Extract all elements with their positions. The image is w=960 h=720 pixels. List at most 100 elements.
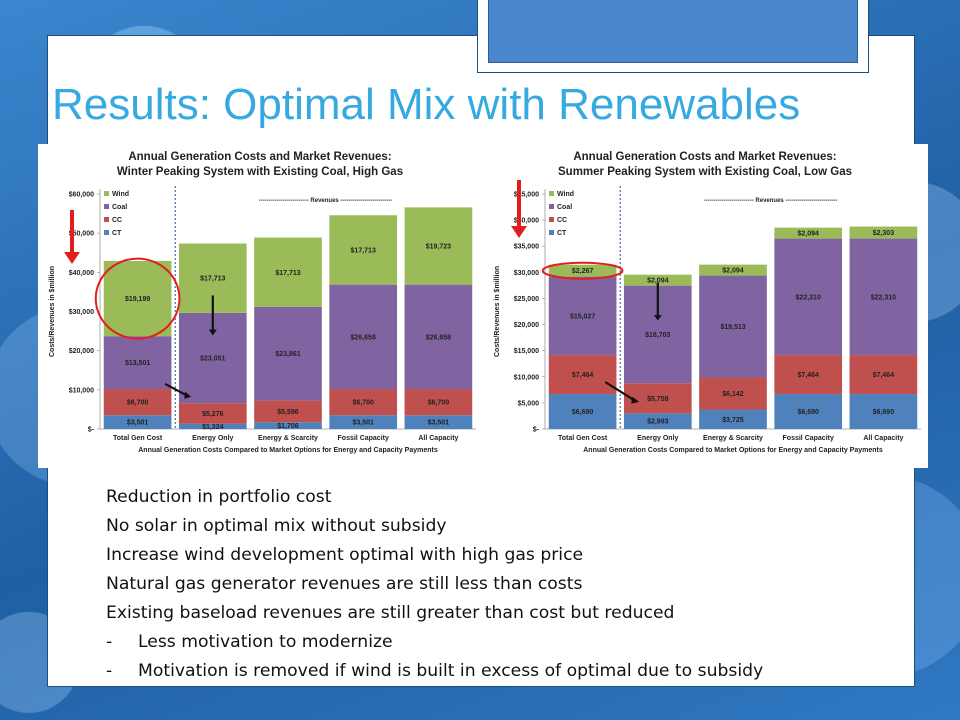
y-tick-label: $-	[533, 427, 540, 434]
data-label: $17,713	[351, 247, 376, 254]
bar-segment-coal	[404, 284, 473, 390]
y-tick-label: $60,000	[69, 192, 94, 199]
data-label: $17,713	[275, 270, 300, 277]
arrowhead	[653, 315, 662, 321]
chart-title: Annual Generation Costs and Market Reven…	[573, 151, 836, 163]
data-label: $19,199	[125, 296, 150, 303]
x-tick-label: Energy & Scarcity	[703, 435, 763, 442]
legend-swatch	[104, 230, 109, 235]
red-arrowhead	[511, 226, 527, 238]
data-label: $2,094	[797, 231, 819, 238]
diagonal-arrow	[604, 381, 636, 402]
data-label: $2,267	[572, 268, 594, 275]
bar-segment-cc	[404, 389, 473, 416]
bar-segment-cc	[699, 377, 767, 410]
arrowhead	[208, 329, 217, 336]
legend-swatch	[104, 204, 109, 209]
legend-swatch	[104, 217, 109, 222]
data-label: $23,861	[275, 351, 300, 358]
bar-segment-wind	[329, 215, 398, 285]
data-label: $6,142	[722, 391, 744, 398]
legend-swatch	[549, 217, 554, 222]
data-label: $2,303	[873, 230, 895, 237]
sub-bullet-text: Motivation is removed if wind is built i…	[138, 661, 764, 681]
highlight-circle	[94, 257, 181, 340]
legend-label: Wind	[112, 191, 129, 198]
data-label: $26,658	[426, 334, 451, 341]
bar-segment-cc	[178, 403, 247, 424]
legend-label: CT	[557, 230, 567, 237]
bar-segment-ct	[178, 423, 247, 429]
x-tick-label: Total Gen Cost	[558, 435, 608, 442]
chart-summer-peaking: Annual Generation Costs and Market Reven…	[494, 151, 921, 454]
y-tick-label: $10,000	[69, 387, 94, 394]
legend-swatch	[549, 230, 554, 235]
data-label: $17,713	[200, 276, 225, 283]
chart-winter-peaking: Annual Generation Costs and Market Reven…	[49, 151, 476, 454]
data-label: $3,725	[722, 417, 744, 424]
bar-segment-coal	[329, 284, 398, 390]
data-label: $7,464	[873, 372, 895, 379]
bullet-item: Increase wind development optimal with h…	[106, 545, 584, 565]
red-arrowhead	[64, 252, 80, 264]
bar-segment-wind	[254, 237, 322, 307]
bullet-item: Reduction in portfolio cost	[106, 487, 332, 507]
data-label: $2,094	[722, 268, 744, 275]
bar-segment-coal	[548, 276, 617, 356]
data-label: $19,513	[720, 324, 745, 331]
y-tick-label: $35,000	[514, 244, 539, 251]
bar-segment-cc	[774, 355, 843, 395]
x-tick-label: Fossil Capacity	[338, 435, 389, 442]
y-tick-label: $20,000	[69, 348, 94, 355]
bar-segment-cc	[623, 383, 692, 414]
y-tick-label: $25,000	[514, 296, 539, 303]
y-tick-label: $-	[88, 427, 95, 434]
bar-segment-coal	[103, 336, 172, 390]
bullet-item: No solar in optimal mix without subsidy	[106, 516, 447, 536]
data-label: $3,501	[127, 420, 149, 427]
bar-segment-cc	[548, 355, 617, 395]
y-axis-label: Costs/Revenues in $million	[49, 266, 56, 357]
data-label: $3,501	[352, 420, 374, 427]
x-tick-label: Energy Only	[192, 435, 233, 442]
y-tick-label: $20,000	[514, 322, 539, 329]
x-tick-label: Fossil Capacity	[783, 435, 834, 442]
bar-segment-wind	[548, 264, 617, 277]
sub-bullet-text: Less motivation to modernize	[138, 632, 393, 652]
bar-segment-ct	[548, 394, 617, 429]
y-tick-label: $30,000	[514, 270, 539, 277]
dash-marker: -	[106, 661, 113, 681]
bar-segment-cc	[254, 400, 322, 423]
data-label: $22,310	[796, 294, 821, 301]
bullet-list: Reduction in portfolio cost No solar in …	[106, 483, 906, 686]
data-label: $3,501	[428, 420, 450, 427]
data-label: $15,027	[570, 313, 595, 320]
x-tick-label: Total Gen Cost	[113, 435, 163, 442]
data-label: $6,690	[873, 409, 895, 416]
data-label: $5,276	[202, 411, 224, 418]
data-label: $2,993	[647, 419, 669, 426]
bar-segment-ct	[623, 413, 692, 429]
bar-segment-wind	[774, 227, 843, 239]
legend-label: CC	[557, 217, 567, 224]
arrowhead	[631, 396, 640, 404]
y-tick-label: $5,000	[518, 400, 540, 407]
slide-title: Results: Optimal Mix with Renewables	[52, 80, 801, 129]
chart-subtitle: Winter Peaking System with Existing Coal…	[117, 166, 403, 178]
x-axis-label: Annual Generation Costs Compared to Mark…	[138, 447, 438, 454]
bar-segment-coal	[699, 275, 767, 378]
y-tick-label: $30,000	[69, 309, 94, 316]
bar-segment-cc	[103, 389, 172, 416]
data-label: $7,464	[572, 372, 594, 379]
data-label: $6,700	[352, 400, 374, 407]
chart-title: Annual Generation Costs and Market Reven…	[128, 151, 391, 163]
bar-segment-ct	[103, 415, 172, 429]
bar-segment-coal	[849, 238, 918, 356]
arrowhead	[184, 391, 192, 399]
revenues-label: ------------------------- Revenues -----…	[259, 198, 393, 204]
y-tick-label: $50,000	[69, 231, 94, 238]
bullet-item: Natural gas generator revenues are still…	[106, 574, 583, 594]
revenues-label: ------------------------- Revenues -----…	[704, 198, 838, 204]
legend-swatch	[549, 191, 554, 196]
bar-segment-wind	[699, 264, 767, 276]
